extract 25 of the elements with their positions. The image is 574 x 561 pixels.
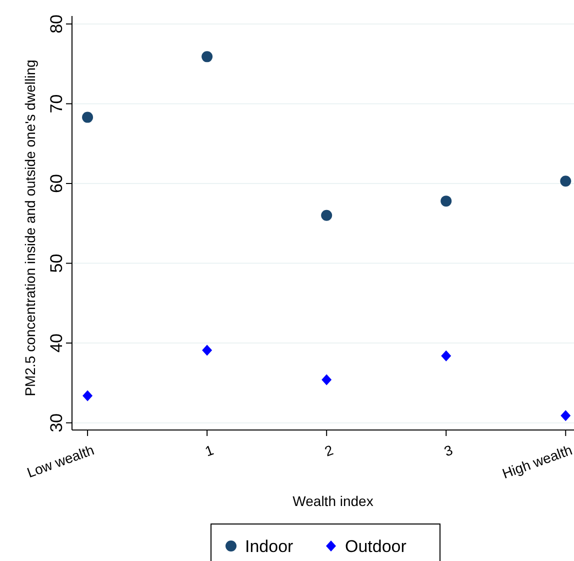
- point: [440, 196, 452, 207]
- x-tick-label: 1: [202, 441, 216, 460]
- point: [560, 176, 572, 187]
- legend-label: Indoor: [245, 537, 294, 556]
- point: [322, 374, 332, 386]
- y-tick-label: 50: [47, 254, 66, 273]
- x-tick-label: 2: [322, 441, 336, 460]
- x-tick-label: Low wealth: [24, 442, 96, 481]
- y-tick-label: 80: [47, 14, 66, 34]
- legend-label: Outdoor: [345, 537, 407, 556]
- point: [441, 350, 452, 362]
- point: [82, 112, 94, 123]
- x-axis-title: Wealth index: [292, 493, 374, 509]
- point: [202, 51, 213, 62]
- y-tick-label: 70: [47, 94, 66, 114]
- point: [321, 210, 332, 221]
- y-tick-label: 40: [47, 334, 66, 353]
- point: [82, 390, 93, 402]
- point: [560, 410, 571, 422]
- y-tick-label: 30: [47, 413, 66, 432]
- y-axis-title: PM2.5 concentration inside and outside one's dwelling: [22, 60, 38, 396]
- x-tick-label: 3: [442, 441, 455, 460]
- x-tick-label: High wealth: [500, 442, 574, 482]
- y-tick-label: 60: [47, 174, 66, 193]
- point: [202, 344, 212, 356]
